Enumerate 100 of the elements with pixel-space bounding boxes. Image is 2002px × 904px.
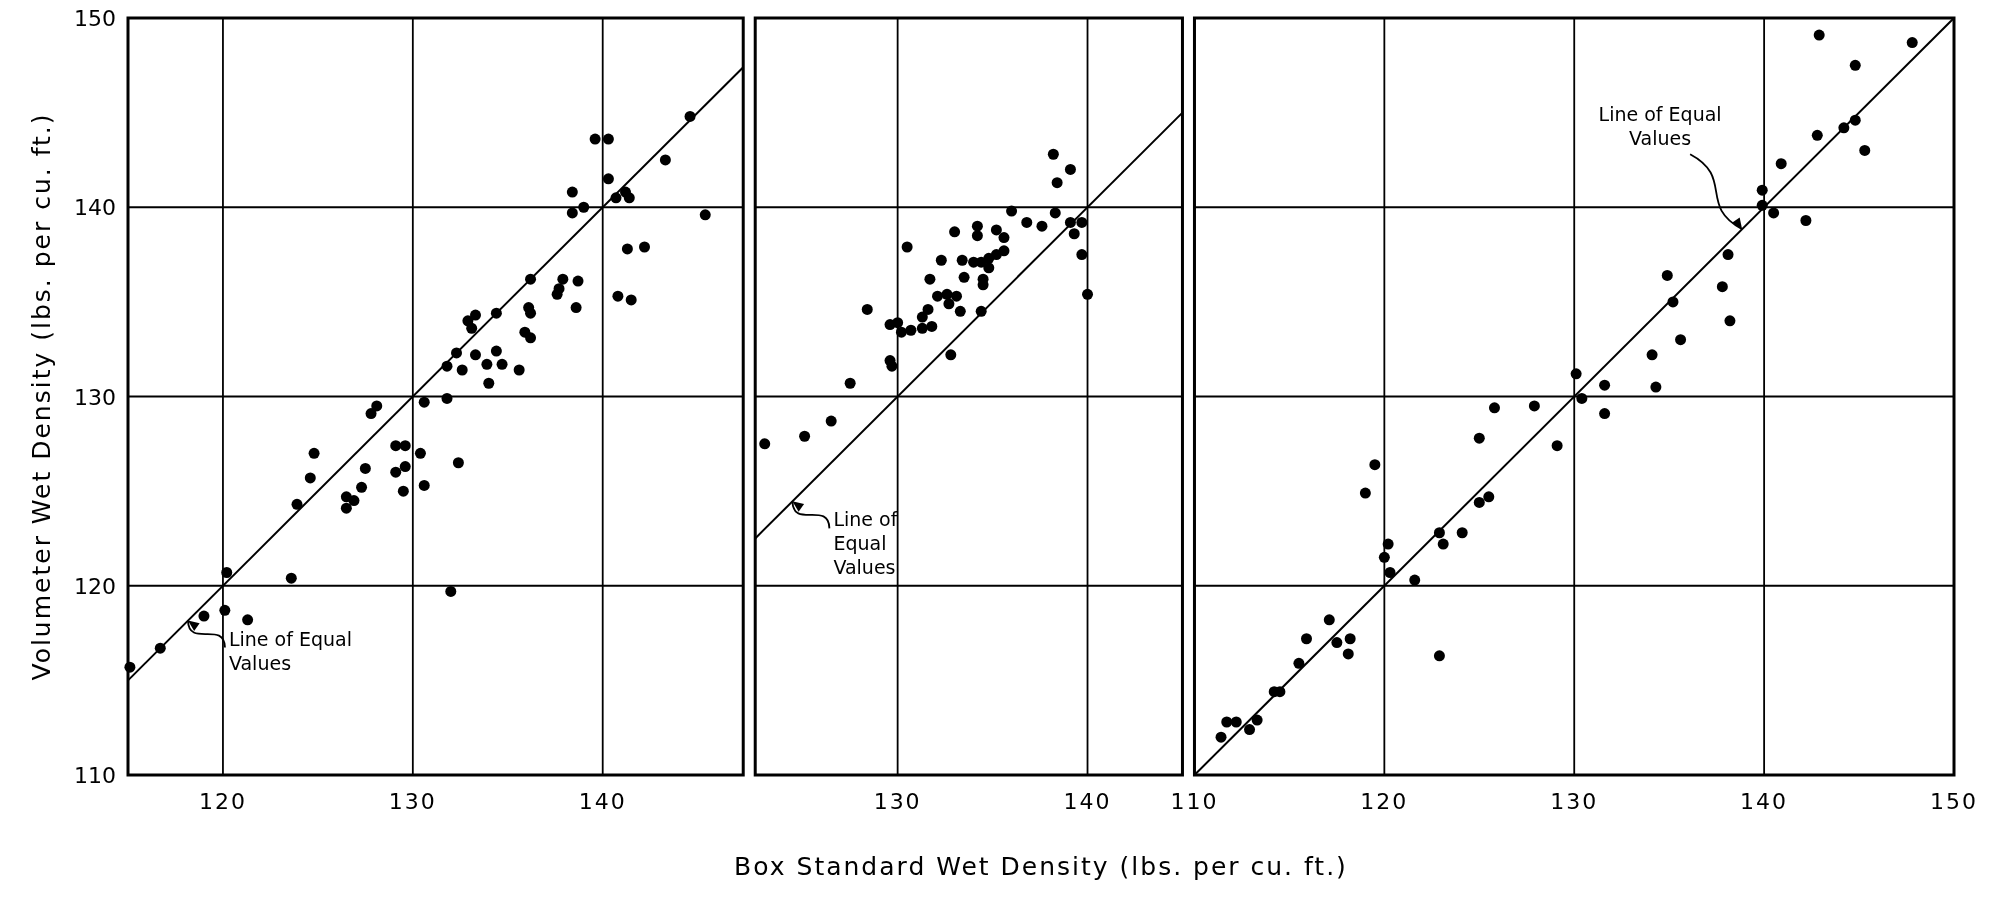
- point: [945, 349, 957, 361]
- point: [1599, 379, 1611, 391]
- point: [799, 430, 811, 442]
- point: [759, 438, 771, 450]
- point: [901, 241, 913, 253]
- point: [825, 415, 837, 427]
- point: [1473, 496, 1485, 508]
- point: [1859, 144, 1871, 156]
- point: [1215, 731, 1227, 743]
- point: [1036, 220, 1048, 232]
- point: [905, 324, 917, 336]
- point: [1456, 527, 1468, 539]
- point: [998, 245, 1010, 257]
- y-tick-label: 110: [74, 763, 116, 788]
- point: [1906, 37, 1918, 49]
- y-tick-label: 120: [74, 573, 116, 599]
- point: [1244, 724, 1256, 736]
- point: [1047, 148, 1059, 160]
- y-tick-label: 150: [74, 6, 116, 31]
- y-tick-label: 140: [74, 195, 116, 221]
- point: [1076, 216, 1088, 228]
- point: [1488, 402, 1500, 414]
- point: [1437, 538, 1449, 550]
- point: [1369, 459, 1381, 471]
- point: [1384, 567, 1396, 578]
- x-tick-label: 130: [1550, 789, 1599, 814]
- point: [1570, 368, 1582, 380]
- point: [861, 303, 873, 315]
- y-axis-title: Volumeter Wet Density (lbs. per cu. ft.): [27, 112, 56, 681]
- point: [892, 317, 904, 329]
- point: [1344, 633, 1356, 645]
- point: [956, 254, 968, 266]
- point: [971, 220, 983, 232]
- point: [1068, 228, 1080, 240]
- x-tick-label: 130: [873, 789, 922, 814]
- point: [954, 305, 966, 317]
- point: [1599, 408, 1611, 420]
- point: [1528, 400, 1540, 412]
- point: [1756, 184, 1768, 196]
- point: [1301, 633, 1312, 645]
- point: [1049, 207, 1061, 219]
- point: [1724, 315, 1736, 327]
- x-tick-label: 140: [1063, 789, 1112, 814]
- point: [1378, 551, 1390, 563]
- point: [1775, 158, 1787, 170]
- point: [1293, 657, 1305, 669]
- point: [1230, 716, 1242, 728]
- point: [895, 326, 907, 338]
- point: [1813, 29, 1825, 41]
- point: [971, 230, 983, 242]
- point: [916, 311, 928, 323]
- point: [886, 360, 898, 372]
- point: [1483, 491, 1495, 503]
- point: [998, 232, 1010, 244]
- annotation: Line of Equal Values: [228, 627, 352, 674]
- point: [1051, 177, 1063, 189]
- point: [1331, 637, 1343, 649]
- point: [922, 303, 934, 315]
- point: [1675, 334, 1687, 346]
- point: [1650, 381, 1662, 393]
- x-tick-label: 140: [1740, 789, 1789, 814]
- x-tick-label: 140: [578, 789, 627, 814]
- point: [1433, 650, 1445, 662]
- point: [943, 298, 955, 310]
- point: [1849, 59, 1861, 71]
- point: [983, 262, 995, 274]
- point: [1551, 440, 1563, 452]
- x-tick-label: 110: [1170, 789, 1219, 814]
- point: [926, 320, 938, 332]
- point: [1661, 269, 1673, 281]
- point: [1064, 163, 1076, 175]
- y-tick-label: 130: [74, 384, 116, 410]
- x-tick-label: 120: [1360, 789, 1409, 814]
- point: [1646, 349, 1658, 361]
- point: [1359, 487, 1371, 499]
- point: [1800, 215, 1812, 226]
- point: [1768, 207, 1780, 219]
- annotation: Line of Equal Values: [833, 508, 899, 579]
- point: [1082, 288, 1094, 300]
- point: [990, 224, 1002, 236]
- point: [1716, 281, 1728, 293]
- x-tick-label: 130: [388, 789, 437, 814]
- x-axis-title: Box Standard Wet Density (lbs. per cu. ft.): [734, 852, 1348, 881]
- x-tick-label: 150: [1930, 789, 1978, 814]
- point: [949, 226, 961, 238]
- point: [1473, 432, 1485, 444]
- point: [951, 290, 962, 302]
- point: [932, 290, 944, 302]
- point: [916, 322, 928, 334]
- x-tick-label: 120: [198, 789, 247, 814]
- annotation: Line of Equal Values: [1598, 103, 1722, 150]
- point: [1382, 538, 1394, 550]
- point: [1076, 249, 1088, 261]
- point: [1409, 574, 1421, 586]
- point: [844, 377, 856, 389]
- point: [1021, 216, 1033, 228]
- point: [935, 254, 947, 266]
- point: [1006, 205, 1018, 217]
- point: [958, 271, 970, 283]
- point: [1342, 648, 1354, 660]
